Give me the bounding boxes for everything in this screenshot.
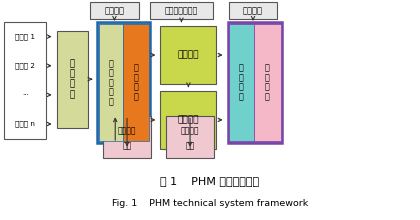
Bar [160, 91, 216, 148]
Text: ···: ··· [22, 92, 29, 98]
Text: 故障诊断: 故障诊断 [178, 51, 199, 59]
Text: 管: 管 [265, 83, 270, 92]
Text: 数: 数 [109, 59, 113, 68]
Text: 健: 健 [265, 64, 270, 73]
Text: 保: 保 [239, 64, 244, 73]
Text: 测: 测 [70, 90, 75, 99]
Text: 历史统计: 历史统计 [181, 126, 200, 135]
Text: 数据融合: 数据融合 [105, 6, 124, 15]
Text: 征: 征 [134, 73, 139, 82]
Text: 决: 决 [239, 83, 244, 92]
Bar [160, 26, 216, 84]
Text: 处: 处 [109, 88, 113, 97]
Text: 图 1    PHM 技术系统框架: 图 1 PHM 技术系统框架 [160, 176, 260, 187]
Text: 康: 康 [265, 73, 270, 82]
Bar [166, 116, 214, 158]
Bar [99, 24, 123, 141]
Bar [103, 116, 151, 158]
Bar [229, 24, 254, 141]
Text: 传感器 2: 传感器 2 [15, 62, 35, 69]
Text: 数据: 数据 [122, 141, 132, 150]
Bar [57, 31, 88, 128]
Text: 状: 状 [70, 59, 75, 68]
Bar [97, 22, 150, 143]
Bar [228, 22, 282, 143]
Text: 理: 理 [109, 97, 113, 106]
Text: 障: 障 [239, 73, 244, 82]
Text: 态: 态 [70, 70, 75, 79]
Bar [254, 24, 281, 141]
Text: 监: 监 [70, 80, 75, 89]
Bar [150, 2, 213, 19]
Text: 传感器 n: 传感器 n [15, 121, 35, 127]
Text: 策: 策 [239, 92, 244, 101]
Text: 特: 特 [134, 64, 139, 73]
Text: 传感器 1: 传感器 1 [15, 33, 35, 40]
Bar [123, 24, 149, 141]
Text: Fig. 1    PHM technical system framework: Fig. 1 PHM technical system framework [112, 199, 308, 208]
Text: 历史监测: 历史监测 [118, 126, 136, 135]
Text: 取: 取 [134, 92, 139, 101]
Text: 理: 理 [265, 92, 270, 101]
Text: 据: 据 [109, 68, 113, 77]
Text: 预: 预 [109, 78, 113, 87]
Bar [90, 2, 139, 19]
Text: 数据: 数据 [185, 141, 195, 150]
Text: 数据融合: 数据融合 [243, 6, 263, 15]
Text: 设备参数、模型: 设备参数、模型 [165, 6, 198, 15]
Text: 故障预测: 故障预测 [178, 116, 199, 124]
Bar [229, 2, 277, 19]
Bar [4, 22, 46, 139]
Text: 提: 提 [134, 83, 139, 92]
